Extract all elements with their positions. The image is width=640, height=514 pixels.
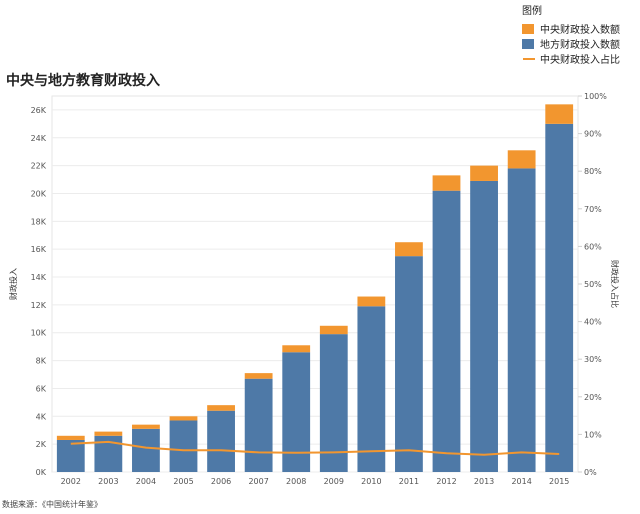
bar-central bbox=[395, 242, 423, 257]
legend-item-local: 地方财政投入数额 bbox=[522, 36, 640, 51]
x-tick-label: 2011 bbox=[399, 477, 419, 486]
bar-central bbox=[507, 150, 536, 169]
x-tick-label: 2006 bbox=[211, 477, 231, 486]
bar-central bbox=[282, 345, 311, 353]
y2-tick-label: 50% bbox=[584, 280, 602, 289]
bar-central bbox=[56, 435, 85, 440]
x-tick-label: 2003 bbox=[98, 477, 118, 486]
bar-central bbox=[132, 424, 160, 429]
y-tick-label: 2K bbox=[36, 440, 47, 449]
y2-tick-label: 100% bbox=[584, 92, 607, 101]
y2-tick-label: 10% bbox=[584, 430, 602, 439]
y-tick-label: 4K bbox=[36, 412, 47, 421]
x-tick-label: 2002 bbox=[61, 477, 81, 486]
legend-swatch-local bbox=[522, 38, 534, 49]
x-tick-label: 2012 bbox=[436, 477, 456, 486]
bar-central bbox=[169, 416, 198, 421]
y-tick-label: 16K bbox=[31, 245, 47, 254]
legend-label-central: 中央财政投入数额 bbox=[540, 25, 620, 36]
y-tick-label: 10K bbox=[31, 329, 47, 338]
share-line bbox=[70, 440, 560, 456]
y-tick-label: 14K bbox=[31, 273, 47, 282]
y-tick-label: 8K bbox=[36, 357, 47, 366]
bar-local bbox=[357, 306, 386, 472]
bar-local bbox=[395, 256, 423, 472]
x-tick-label: 2015 bbox=[549, 477, 569, 486]
bar-local bbox=[319, 334, 348, 472]
bar-central bbox=[207, 405, 235, 411]
bar-central bbox=[357, 296, 386, 307]
bar-central bbox=[244, 373, 273, 379]
data-source: 数据来源：《中国统计年鉴》 bbox=[2, 500, 102, 509]
y2-tick-label: 60% bbox=[584, 242, 602, 251]
chart-title: 中央与地方教育财政投入 bbox=[6, 73, 160, 89]
y-axis-title: 财政投入 bbox=[8, 268, 18, 300]
bar-local bbox=[207, 410, 235, 472]
bar-central bbox=[94, 431, 123, 436]
legend-label-local: 地方财政投入数额 bbox=[540, 40, 620, 51]
x-tick-label: 2014 bbox=[511, 477, 531, 486]
y2-tick-label: 40% bbox=[584, 318, 602, 327]
legend-title: 图例 bbox=[522, 6, 542, 17]
y-tick-label: 20K bbox=[31, 189, 47, 198]
x-tick-label: 2007 bbox=[248, 477, 268, 486]
bar-central bbox=[319, 325, 348, 335]
y2-tick-label: 0% bbox=[584, 468, 597, 477]
y-tick-label: 24K bbox=[31, 134, 47, 143]
bar-local bbox=[132, 428, 160, 472]
x-tick-label: 2005 bbox=[173, 477, 193, 486]
legend-swatch-central bbox=[522, 23, 534, 34]
y2-axis-title: 财政投入占比 bbox=[610, 260, 620, 308]
y-tick-label: 18K bbox=[31, 217, 47, 226]
bar-local bbox=[282, 352, 311, 472]
y2-tick-label: 80% bbox=[584, 167, 602, 176]
plot-area bbox=[51, 95, 579, 473]
y-tick-label: 6K bbox=[36, 384, 47, 393]
bar-local bbox=[56, 439, 85, 472]
y2-tick-label: 20% bbox=[584, 393, 602, 402]
y2-tick-label: 70% bbox=[584, 205, 602, 214]
bar-local bbox=[470, 180, 498, 472]
x-tick-label: 2010 bbox=[361, 477, 381, 486]
bar-local bbox=[507, 168, 536, 473]
y2-tick-label: 30% bbox=[584, 355, 602, 364]
y-tick-label: 0K bbox=[36, 468, 47, 477]
bar-local bbox=[169, 420, 198, 472]
bar-central bbox=[470, 165, 498, 181]
legend-item-share: 中央财政投入占比 bbox=[522, 51, 640, 66]
x-tick-label: 2004 bbox=[136, 477, 156, 486]
x-tick-label: 2009 bbox=[324, 477, 344, 486]
x-tick-label: 2013 bbox=[474, 477, 494, 486]
y-tick-label: 26K bbox=[31, 106, 47, 115]
legend-line-share bbox=[522, 54, 536, 64]
y-tick-label: 22K bbox=[31, 162, 47, 171]
y2-tick-label: 90% bbox=[584, 130, 602, 139]
legend-item-central: 中央财政投入数额 bbox=[522, 21, 640, 36]
y-tick-label: 12K bbox=[31, 301, 47, 310]
legend-label-share: 中央财政投入占比 bbox=[540, 55, 620, 66]
legend: 图例 中央财政投入数额 地方财政投入数额 中央财政投入占比 bbox=[522, 2, 640, 66]
bar-central bbox=[545, 104, 574, 124]
bar-local bbox=[432, 190, 461, 472]
bar-local bbox=[244, 378, 273, 472]
bar-local bbox=[545, 123, 574, 472]
bar-central bbox=[432, 175, 461, 191]
x-tick-label: 2008 bbox=[286, 477, 306, 486]
